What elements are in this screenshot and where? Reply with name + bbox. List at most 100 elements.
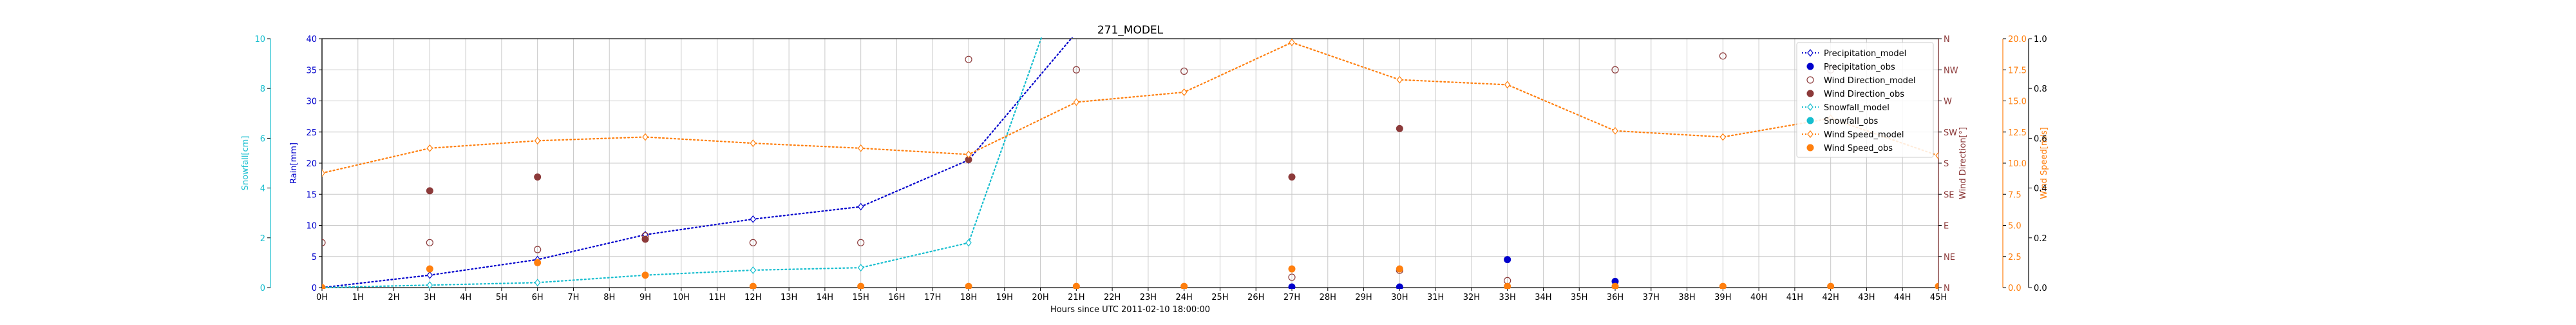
wind-speed-obs-point [1719, 282, 1727, 289]
wind-speed-axis-tick-label: 17.5 [2008, 66, 2027, 75]
wind-speed-obs-point [1180, 282, 1188, 289]
x-tick-label: 12H [744, 293, 761, 302]
legend-box [1796, 42, 1934, 158]
secondary-axis-tick-label: 0.6 [2034, 134, 2047, 144]
wind-speed-obs-point [1935, 282, 1938, 289]
wind-speed-axis-tick-label: 5.0 [2008, 222, 2022, 231]
wind-direction-model-point [1611, 66, 1619, 74]
wind-speed-obs-point [1288, 265, 1296, 273]
legend-item: Precipitation_obs [1806, 63, 1895, 72]
legend-label: Wind Speed_obs [1824, 144, 1893, 153]
wind-direction-model-point [1288, 273, 1296, 281]
wind-speed-axis-tick-label: 7.5 [2008, 190, 2022, 200]
secondary-axis-tick-label: 0.0 [2034, 284, 2047, 293]
legend-marker [1806, 144, 1814, 152]
rain-axis-tick-label: 15 [306, 190, 317, 200]
wind-direction-model-point [965, 55, 972, 63]
wind-direction-model-point [1072, 66, 1080, 74]
legend-marker [1807, 49, 1814, 57]
wind-speed-axis-tick-label: 20.0 [2008, 35, 2027, 44]
x-tick-label: 17H [924, 293, 941, 302]
series-precipitation-model [322, 29, 1079, 289]
wind-speed-obs-point [1504, 282, 1511, 289]
snowfall-model-point [534, 279, 541, 287]
wind-direction-axis-tick-label: NE [1944, 253, 1955, 262]
snowfall-model-point [750, 266, 757, 274]
x-tick-label: 30H [1391, 293, 1408, 302]
x-tick-label: 0H [316, 293, 328, 302]
wind-direction-obs-point [641, 235, 649, 243]
x-tick-label: 27H [1283, 293, 1300, 302]
chart-title: 271_MODEL [1097, 24, 1164, 37]
series-layer [322, 29, 1938, 289]
legend-marker [1806, 90, 1814, 97]
series-precipitation-obs [1288, 256, 1619, 289]
x-tick-label: 21H [1068, 293, 1084, 302]
x-tick-label: 6H [532, 293, 544, 302]
rain-axis-label: Rain[mm] [289, 143, 299, 184]
wind-speed-model-point [1612, 126, 1618, 135]
wind-direction-axis-tick-label: E [1944, 222, 1949, 231]
x-tick-label: 7H [567, 293, 579, 302]
legend-item: Wind Direction_model [1806, 76, 1916, 86]
legend-marker [1806, 76, 1814, 84]
wind-direction-axis-tick-label: S [1944, 159, 1949, 169]
axes-layer: 0H 1H 2H 3H 4H 5H 6H 7H 8H 9H 10H 11H 12H 13H 14H 15H 16… [241, 35, 2049, 302]
snowfall-model-point [857, 264, 864, 272]
secondary-axis-tick-label: 0.2 [2034, 234, 2047, 244]
secondary-axis-tick-label: 0.8 [2034, 84, 2047, 94]
wind-speed-model-point [1719, 133, 1727, 141]
wind-speed-obs-point [1827, 282, 1835, 289]
wind-speed-model-point [1396, 75, 1403, 84]
x-tick-label: 40H [1750, 293, 1767, 302]
precipitation-model-point [857, 202, 864, 211]
wind-speed-model-point [1180, 88, 1188, 96]
precipitation-obs-point [1288, 283, 1296, 289]
snow-axis-label: Snowfall[cm] [241, 136, 251, 191]
x-tick-label: 2H [388, 293, 400, 302]
wind-direction-axis-tick-label: NW [1944, 66, 1958, 75]
legend-item: Wind Speed_obs [1806, 144, 1893, 153]
rain-axis-tick-label: 20 [306, 159, 317, 169]
x-tick-label: 36H [1607, 293, 1624, 302]
wind-direction-model-point [857, 239, 865, 246]
wind-speed-model-point [965, 150, 972, 159]
wind-speed-model-point [750, 139, 757, 148]
wind-speed-obs-point [1072, 282, 1080, 289]
rain-axis-tick-label: 40 [306, 35, 317, 44]
wind-speed-model-point [534, 137, 541, 145]
wind-speed-model-point [857, 144, 864, 152]
legend-marker [1806, 63, 1814, 70]
legend-marker [1807, 103, 1814, 111]
wind-speed-model-point [1073, 98, 1080, 106]
wind-speed-obs-point [965, 282, 972, 289]
x-tick-label: 35H [1571, 293, 1587, 302]
x-tick-label: 9H [639, 293, 651, 302]
precipitation-model-point [426, 271, 433, 279]
legend-item: Precipitation_model [1802, 49, 1906, 59]
wind-speed-obs-point [1396, 265, 1403, 273]
x-tick-label: 19H [996, 293, 1013, 302]
x-tick-label: 43H [1858, 293, 1875, 302]
x-tick-label: 16H [888, 293, 905, 302]
x-tick-label: 39H [1714, 293, 1731, 302]
snow-axis-tick-label: 6 [260, 134, 265, 144]
x-tick-label: 23H [1140, 293, 1157, 302]
wind-speed-obs-point [641, 271, 649, 279]
wind-direction-axis-label: Wind Direction[°] [1958, 127, 1968, 199]
wind-speed-axis-tick-label: 12.5 [2008, 128, 2027, 138]
wind-direction-obs-point [1396, 124, 1403, 132]
grid-layer [321, 38, 1939, 288]
x-tick-label: 32H [1463, 293, 1480, 302]
x-tick-label: 18H [960, 293, 977, 302]
wind-speed-obs-point [1611, 282, 1619, 289]
plot-area [322, 29, 1938, 289]
x-tick-label: 31H [1427, 293, 1444, 302]
x-tick-label: 20H [1032, 293, 1048, 302]
x-tick-label: 1H [352, 293, 364, 302]
series-wind-speed-obs [322, 259, 1938, 289]
legend-label: Wind Direction_obs [1824, 90, 1904, 99]
precipitation-model-point [1074, 29, 1079, 35]
x-tick-label: 4H [460, 293, 471, 302]
legend-item: Snowfall_model [1802, 103, 1889, 113]
